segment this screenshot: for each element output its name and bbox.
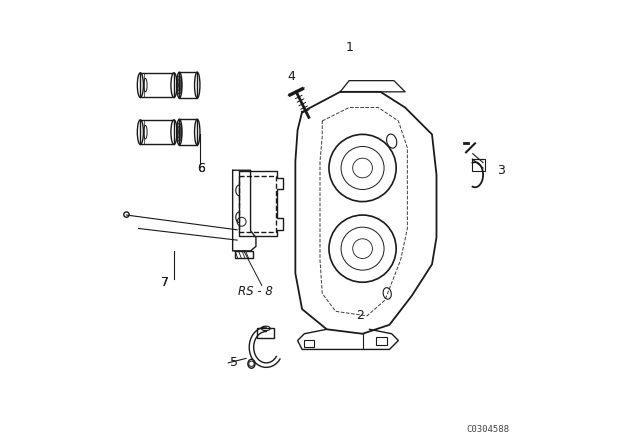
Text: 7: 7 <box>161 276 170 289</box>
Text: C0304588: C0304588 <box>467 425 509 434</box>
Text: 5: 5 <box>230 356 238 370</box>
Text: 7: 7 <box>161 276 170 289</box>
Text: 2: 2 <box>356 309 364 323</box>
Text: 6: 6 <box>197 161 205 175</box>
Text: 1: 1 <box>345 40 353 54</box>
Text: 3: 3 <box>497 164 505 177</box>
Bar <box>257 328 275 338</box>
Text: 6: 6 <box>197 161 205 175</box>
Text: RS - 8: RS - 8 <box>237 284 273 298</box>
Bar <box>304 340 314 347</box>
Bar <box>472 159 485 171</box>
Bar <box>376 337 387 345</box>
Text: 4: 4 <box>287 69 295 83</box>
